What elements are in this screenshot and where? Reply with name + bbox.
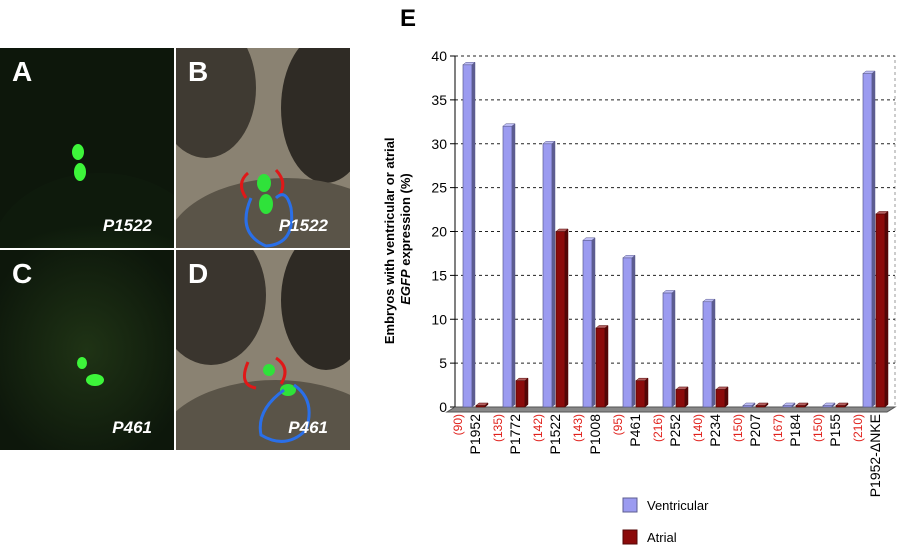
y-tick-label: 15	[431, 267, 447, 283]
legend-swatch	[622, 497, 638, 513]
bar-ventricular	[542, 140, 556, 408]
bar-ventricular	[662, 289, 676, 408]
y-tick-label: 40	[431, 48, 447, 64]
panel-label: B	[188, 56, 209, 87]
y-axis-title-tail: expression (%)	[398, 173, 413, 269]
bar-ventricular	[702, 298, 716, 408]
bar-atrial	[675, 386, 689, 408]
panel-gene-label: P1522	[102, 216, 152, 235]
panel-b: B P1522	[176, 48, 350, 248]
bar-ventricular	[622, 254, 636, 408]
panel-a: A P1522	[0, 48, 174, 248]
sample-size-label: (143)	[571, 414, 585, 442]
bar-ventricular	[862, 70, 876, 408]
y-axis-title-gene: EGFP	[398, 269, 413, 305]
x-tick-label: P461	[627, 414, 643, 447]
bar-atrial	[715, 386, 729, 408]
sample-size-label: (210)	[851, 414, 865, 442]
x-tick-label: P252	[667, 414, 683, 447]
sample-size-label: (142)	[531, 414, 545, 442]
sample-size-label: (140)	[691, 414, 705, 442]
x-tick-label: P1008	[587, 414, 603, 455]
heart-signal	[72, 144, 84, 160]
legend-swatch	[622, 529, 638, 545]
y-axis-title: Embryos with ventricular or atrial EGFP …	[382, 134, 413, 344]
x-tick-label: P1952	[467, 414, 483, 455]
sample-size-label: (216)	[651, 414, 665, 442]
panel-gene-label: P1522	[278, 216, 328, 235]
plot-floor	[445, 406, 897, 413]
y-tick-label: 5	[439, 355, 447, 371]
bar-chart: E 0 5 10 15 20 25 30 35 40 P1952(90) P1772(135) P15…	[382, 5, 897, 545]
bar-atrial	[595, 324, 609, 408]
panel-d: D P461	[176, 250, 350, 450]
x-tick-label: P1952-ΔNKE	[867, 414, 883, 497]
bar-atrial	[755, 402, 769, 408]
x-tick-label: P184	[787, 414, 803, 447]
bar-ventricular	[782, 402, 796, 408]
panel-c: C P461	[0, 250, 174, 450]
bar-atrial	[555, 228, 569, 408]
bar-atrial	[635, 377, 649, 408]
x-tick-label: P207	[747, 414, 763, 447]
sample-size-label: (135)	[491, 414, 505, 442]
chart-panel-label: E	[400, 5, 416, 32]
x-tick-label: P1522	[547, 414, 563, 455]
legend-label: Atrial	[647, 530, 677, 545]
y-tick-label: 25	[431, 180, 447, 196]
bar-atrial	[475, 402, 489, 408]
bar-atrial	[835, 402, 849, 408]
y-tick-label: 0	[439, 399, 447, 415]
sample-size-label: (150)	[811, 414, 825, 442]
y-axis-title-line1: Embryos with ventricular or atrial	[382, 138, 397, 345]
sample-size-label: (95)	[611, 414, 625, 435]
y-tick-label: 10	[431, 311, 447, 327]
sample-size-label: (150)	[731, 414, 745, 442]
bar-ventricular	[582, 237, 596, 408]
panel-gene-label: P461	[288, 418, 328, 437]
panel-label: A	[12, 56, 33, 87]
legend-item: Ventricular	[622, 497, 709, 513]
y-tick-label: 30	[431, 136, 447, 152]
bar-ventricular	[462, 61, 476, 408]
bar-ventricular	[742, 402, 756, 408]
x-tick-label: P1772	[507, 414, 523, 455]
legend-label: Ventricular	[647, 498, 709, 513]
x-tick-label: P234	[707, 414, 723, 447]
bar-atrial	[515, 377, 529, 408]
x-tick-label: P155	[827, 414, 843, 447]
y-tick-label: 35	[431, 92, 447, 108]
panel-gene-label: P461	[112, 418, 152, 437]
sample-size-label: (90)	[451, 414, 465, 435]
y-tick-label: 20	[431, 224, 447, 240]
panel-label: C	[12, 258, 33, 289]
sample-size-label: (167)	[771, 414, 785, 442]
legend-item: Atrial	[622, 529, 677, 545]
bar-ventricular	[822, 402, 836, 408]
bar-atrial	[795, 402, 809, 408]
panel-label: D	[188, 258, 209, 289]
bar-atrial	[875, 210, 889, 408]
bar-ventricular	[502, 123, 516, 408]
